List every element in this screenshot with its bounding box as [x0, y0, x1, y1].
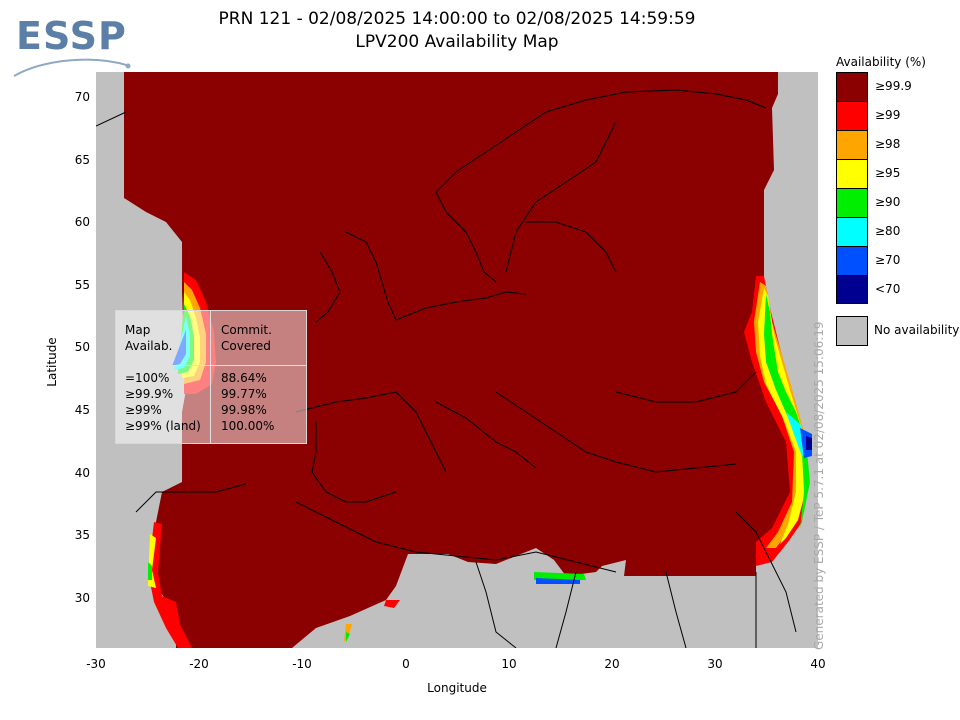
stats-box: [115, 310, 307, 444]
legend-swatch-99: [836, 101, 868, 131]
legend-swatch-98: [836, 130, 868, 160]
map-title: PRN 121 - 02/08/2025 14:00:00 to 02/08/2…: [218, 9, 696, 29]
y-tick-label: 65: [74, 153, 90, 167]
stats-level: ≥99%: [125, 403, 162, 417]
stats-divider-horizontal: [115, 365, 307, 366]
stats-value: 88.64%: [221, 371, 267, 385]
legend-label: ≥90: [875, 195, 901, 209]
y-tick-label: 70: [74, 90, 90, 104]
stats-level: ≥99% (land): [125, 419, 201, 433]
x-tick-label: 20: [604, 657, 620, 671]
x-tick-label: -10: [292, 657, 312, 671]
y-tick-label: 55: [74, 278, 90, 292]
coverage-area-high: [96, 72, 802, 648]
legend-swatch-95: [836, 159, 868, 189]
stats-level: =100%: [125, 371, 170, 385]
x-tick-label: 30: [707, 657, 723, 671]
stats-level: ≥99.9%: [125, 387, 174, 401]
legend-label: ≥98: [875, 137, 901, 151]
legend-label: ≥99: [875, 108, 901, 122]
essp-logo: ESSP: [16, 14, 127, 58]
stats-header-availab: Availab.: [125, 339, 173, 353]
legend-swatch-90: [836, 188, 868, 218]
x-tick-label: 0: [402, 657, 410, 671]
x-tick-label: 40: [810, 657, 826, 671]
y-tick-label: 60: [74, 215, 90, 229]
generated-by-watermark: Generated by ESSP / TeP 5.7.1 at 02/08/2…: [812, 321, 826, 650]
logo-swoosh-icon: [13, 58, 131, 77]
legend-label-no-availability: No availability: [874, 323, 960, 337]
legend-label: ≥95: [875, 166, 901, 180]
coastlines: [96, 89, 797, 648]
map-subtitle: LPV200 Availability Map: [355, 32, 559, 52]
legend-title: Availability (%): [836, 55, 926, 69]
stats-divider-vertical: [210, 310, 211, 444]
y-axis-label: Latitude: [45, 337, 59, 387]
stats-header-map: Map: [125, 323, 151, 337]
legend-swatch-below-70: [836, 275, 868, 304]
y-tick-label: 35: [74, 528, 90, 542]
legend-swatch-99-9: [836, 72, 868, 102]
stats-value: 99.98%: [221, 403, 267, 417]
legend-label: <70: [875, 282, 901, 296]
y-tick-label: 30: [74, 591, 90, 605]
x-axis-label: Longitude: [427, 681, 487, 695]
legend-label: ≥80: [875, 224, 901, 238]
x-tick-label: -30: [86, 657, 106, 671]
legend-label: ≥99.9: [875, 79, 912, 93]
stats-header-covered: Covered: [221, 339, 271, 353]
y-tick-label: 45: [74, 403, 90, 417]
legend-label: ≥70: [875, 253, 901, 267]
stats-value: 100.00%: [221, 419, 275, 433]
legend-swatch-80: [836, 217, 868, 247]
x-tick-label: -20: [189, 657, 209, 671]
stats-header-commit: Commit.: [221, 323, 272, 337]
legend-swatch-70: [836, 246, 868, 276]
y-tick-label: 40: [74, 466, 90, 480]
x-tick-label: 10: [501, 657, 517, 671]
stats-value: 99.77%: [221, 387, 267, 401]
y-tick-label: 50: [74, 340, 90, 354]
legend-swatch-no-availability: [836, 316, 868, 346]
